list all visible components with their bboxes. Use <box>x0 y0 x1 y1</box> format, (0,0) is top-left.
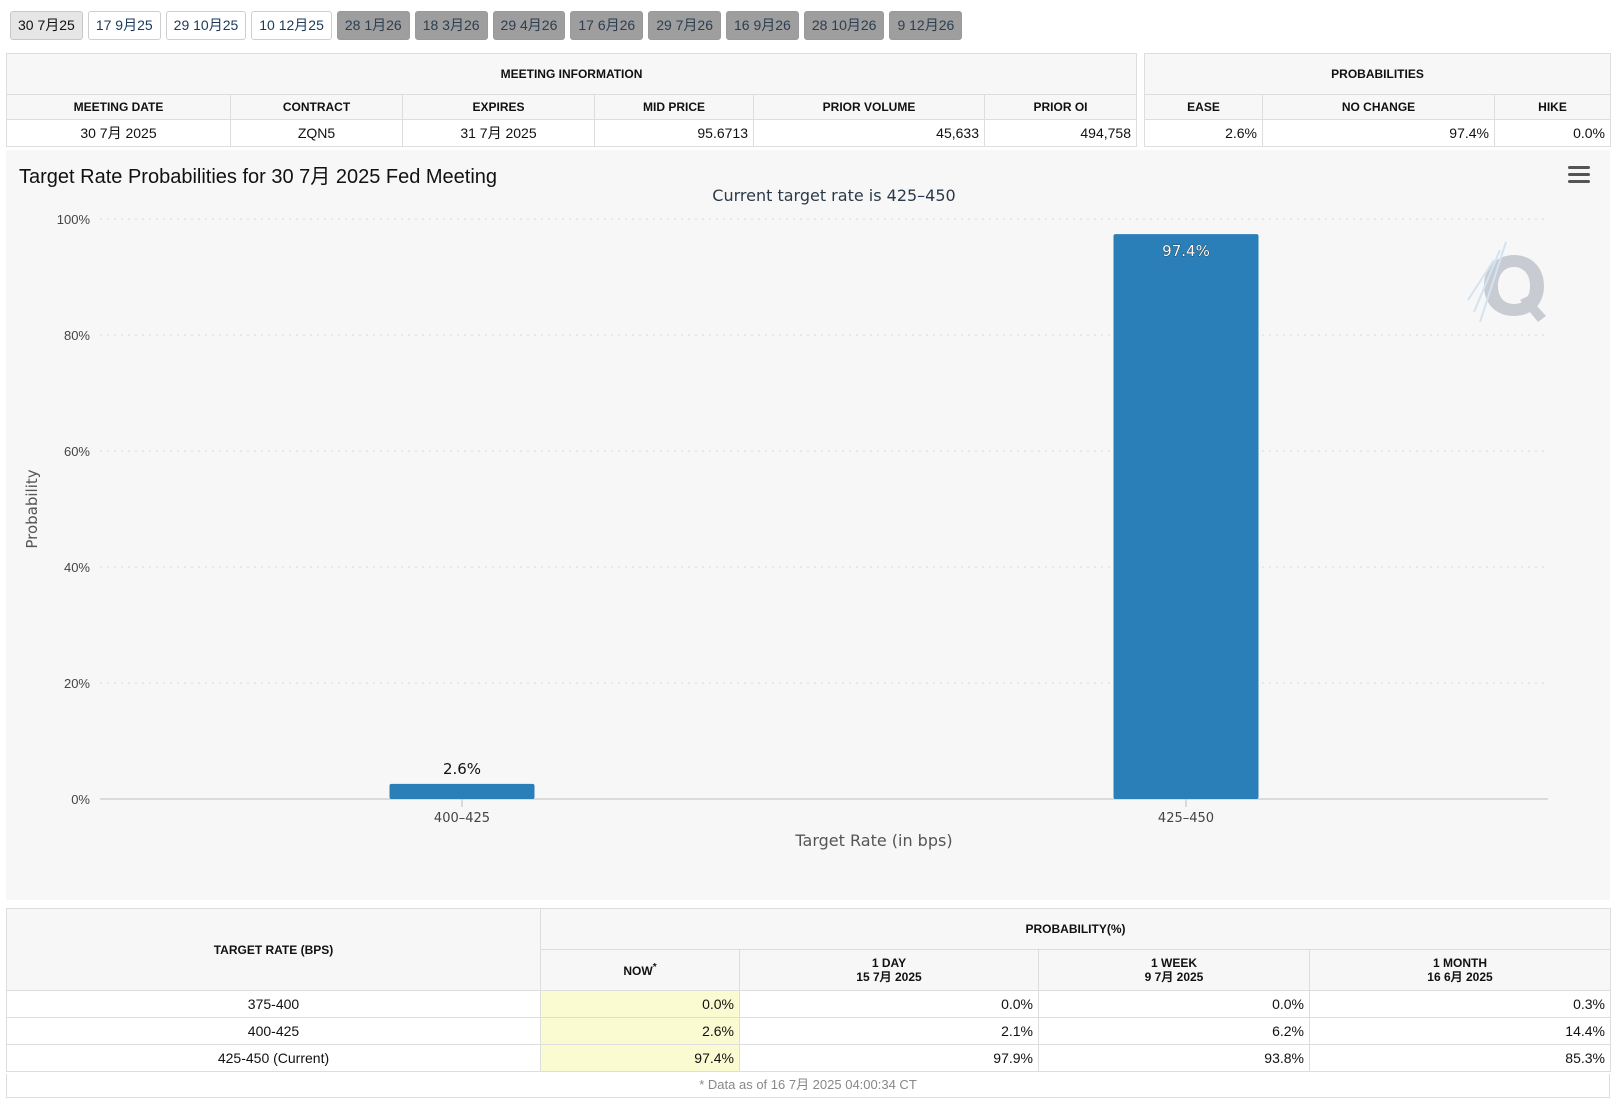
col-ease: EASE <box>1144 94 1263 120</box>
x-tick-label: 400–425 <box>434 811 490 826</box>
col-contract: CONTRACT <box>230 94 403 120</box>
tab-meeting-8[interactable]: 17 6月26 <box>570 11 644 40</box>
chart-menu-icon[interactable] <box>1568 166 1590 184</box>
tab-meeting-1[interactable]: 30 7月25 <box>10 11 83 40</box>
chart-title: Target Rate Probabilities for 30 7月 2025… <box>19 166 498 188</box>
probabilities-title: PROBABILITIES <box>1143 53 1612 95</box>
contract-value: ZQN5 <box>230 119 403 147</box>
col-hike: HIKE <box>1493 94 1612 120</box>
chart-subtitle: Current target rate is 425–450 <box>712 186 955 205</box>
month-cell: 85.3% <box>1309 1044 1611 1072</box>
table-row: 375-400 0.0% 0.0% 0.0% 0.3% <box>6 990 1611 1018</box>
col-target-rate: TARGET RATE (BPS) <box>6 908 541 991</box>
tab-meeting-7[interactable]: 29 4月26 <box>492 11 566 40</box>
day-cell: 97.9% <box>739 1044 1039 1072</box>
table-row: 400-425 2.6% 2.1% 6.2% 14.4% <box>6 1017 1611 1045</box>
week-cell: 0.0% <box>1038 990 1310 1018</box>
bar <box>1113 234 1259 799</box>
week-cell: 93.8% <box>1038 1044 1310 1072</box>
target-rate-table: TARGET RATE (BPS) PROBABILITY(%) NOW* 1 … <box>6 908 1611 1072</box>
now-cell: 97.4% <box>540 1044 740 1072</box>
col-1-week-label: 1 WEEK <box>1150 956 1197 970</box>
y-tick-label: 20% <box>64 676 90 691</box>
prior-volume-value: 45,633 <box>753 119 985 147</box>
ease-value: 2.6% <box>1144 119 1263 147</box>
week-cell: 6.2% <box>1038 1017 1310 1045</box>
col-meeting-date: MEETING DATE <box>6 94 231 120</box>
rate-cell: 425-450 (Current) <box>6 1044 541 1072</box>
watermark-logo-icon <box>1484 255 1546 322</box>
no-change-value: 97.4% <box>1262 119 1495 147</box>
col-1-week: 1 WEEK 9 7月 2025 <box>1038 949 1310 991</box>
col-prior-volume: PRIOR VOLUME <box>753 94 985 120</box>
x-tick-label: 425–450 <box>1158 811 1214 826</box>
col-1-week-date: 9 7月 2025 <box>1144 970 1204 984</box>
col-mid-price: MID PRICE <box>594 94 754 120</box>
x-axis-label: Target Rate (in bps) <box>794 831 952 850</box>
col-now-asterisk: * <box>652 962 657 973</box>
y-tick-label: 100% <box>57 212 91 227</box>
tab-meeting-2[interactable]: 17 9月25 <box>87 11 161 40</box>
tab-meeting-6[interactable]: 18 3月26 <box>414 11 488 40</box>
day-cell: 2.1% <box>739 1017 1039 1045</box>
month-cell: 0.3% <box>1309 990 1611 1018</box>
y-tick-label: 40% <box>64 560 90 575</box>
col-no-change: NO CHANGE <box>1262 94 1495 120</box>
col-1-day: 1 DAY 15 7月 2025 <box>739 949 1039 991</box>
tab-meeting-5[interactable]: 28 1月26 <box>336 11 410 40</box>
rate-cell: 375-400 <box>6 990 541 1018</box>
hike-value: 0.0% <box>1493 119 1612 147</box>
col-now-label: NOW <box>623 964 653 978</box>
meeting-tabs: 30 7月25 17 9月25 29 10月25 10 12月25 28 1月2… <box>10 11 963 40</box>
tab-meeting-9[interactable]: 29 7月26 <box>648 11 722 40</box>
now-cell: 2.6% <box>540 1017 740 1045</box>
tab-meeting-3[interactable]: 29 10月25 <box>165 11 247 40</box>
month-cell: 14.4% <box>1309 1017 1611 1045</box>
data-label: 2.6% <box>443 760 481 778</box>
rate-cell: 400-425 <box>6 1017 541 1045</box>
tab-meeting-4[interactable]: 10 12月25 <box>251 11 332 40</box>
chart-svg: 0% 20% 40% 60% 80% 100% Current target rate is… <box>23 186 1548 850</box>
col-expires: EXPIRES <box>402 94 595 120</box>
probabilities-table: PROBABILITIES EASE NO CHANGE HIKE 2.6% 9… <box>1143 53 1612 147</box>
day-cell: 0.0% <box>739 990 1039 1018</box>
col-prior-oi: PRIOR OI <box>984 94 1137 120</box>
tab-meeting-12[interactable]: 9 12月26 <box>889 11 963 40</box>
y-tick-label: 0% <box>71 792 90 807</box>
watermark-streaks-icon <box>1467 241 1507 323</box>
col-1-day-date: 15 7月 2025 <box>856 970 922 984</box>
tab-meeting-11[interactable]: 28 10月26 <box>803 11 885 40</box>
now-cell: 0.0% <box>540 990 740 1018</box>
probability-header: PROBABILITY(%) <box>540 908 1611 950</box>
table-row: 425-450 (Current) 97.4% 97.9% 93.8% 85.3… <box>6 1044 1611 1072</box>
col-1-month-date: 16 6月 2025 <box>1427 970 1493 984</box>
meeting-date-value: 30 7月 2025 <box>6 119 231 147</box>
chart-panel: Target Rate Probabilities for 30 7月 2025… <box>6 150 1610 900</box>
bar <box>389 783 535 799</box>
data-timestamp-note: * Data as of 16 7月 2025 04:00:34 CT <box>6 1074 1610 1098</box>
col-1-day-label: 1 DAY <box>871 956 907 970</box>
col-1-month-label: 1 MONTH <box>1433 956 1487 970</box>
data-label: 97.4% <box>1162 242 1210 260</box>
col-now: NOW* <box>540 949 740 991</box>
expires-value: 31 7月 2025 <box>402 119 595 147</box>
meeting-information-table: MEETING INFORMATION MEETING DATE CONTRAC… <box>6 53 1137 147</box>
y-axis-label: Probability <box>23 469 41 548</box>
col-1-month: 1 MONTH 16 6月 2025 <box>1309 949 1611 991</box>
y-tick-label: 60% <box>64 444 90 459</box>
prior-oi-value: 494,758 <box>984 119 1137 147</box>
tab-meeting-10[interactable]: 16 9月26 <box>726 11 799 40</box>
mid-price-value: 95.6713 <box>594 119 754 147</box>
y-tick-label: 80% <box>64 328 90 343</box>
meeting-information-title: MEETING INFORMATION <box>6 53 1137 95</box>
